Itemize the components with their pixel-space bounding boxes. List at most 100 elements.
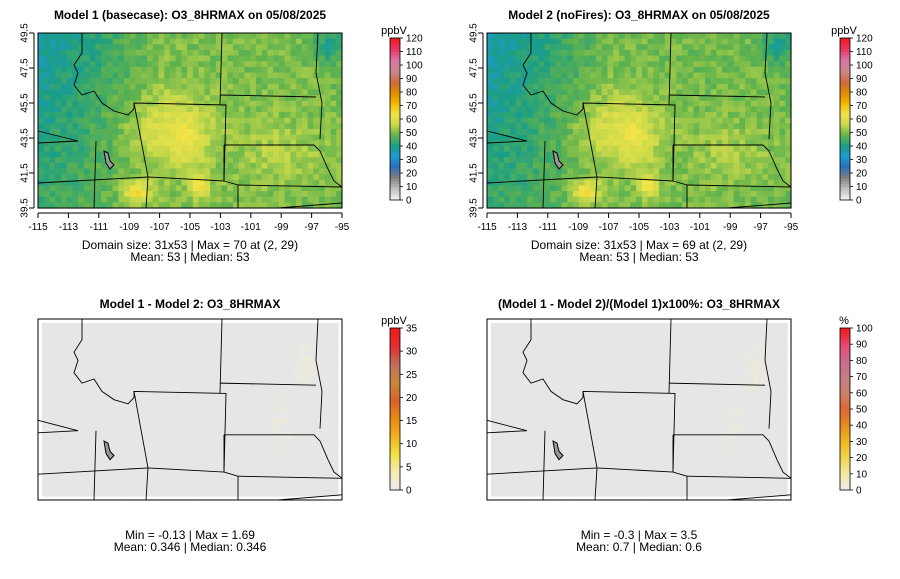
grid-cell	[255, 112, 263, 119]
grid-cell	[307, 112, 314, 119]
grid-cell	[220, 362, 227, 369]
grid-cell	[125, 378, 132, 385]
grid-cell	[49, 100, 56, 107]
grid-cell	[296, 179, 303, 187]
grid-cell	[682, 95, 689, 102]
legend-swatch	[840, 121, 850, 125]
grid-cell	[244, 162, 251, 170]
grid-cell	[745, 157, 752, 164]
grid-cell	[192, 162, 200, 170]
grid-cell	[83, 106, 91, 113]
grid-cell	[164, 123, 171, 130]
grid-cell	[607, 185, 614, 192]
grid-cell	[250, 145, 257, 153]
grid-cell	[255, 95, 263, 102]
grid-cell	[64, 456, 71, 464]
grid-cell	[136, 406, 144, 413]
grid-cell	[244, 66, 251, 74]
grid-cell	[293, 417, 300, 425]
grid-cell	[192, 429, 199, 436]
grid-cell	[278, 123, 286, 130]
grid-cell	[298, 328, 306, 335]
grid-cell	[248, 389, 255, 397]
grid-cell	[136, 445, 144, 452]
grid-cell	[86, 401, 93, 408]
grid-cell	[290, 128, 297, 136]
grid-cell	[226, 339, 233, 346]
grid-cell	[590, 44, 597, 51]
grid-cell	[745, 72, 752, 79]
grid-cell	[487, 38, 494, 45]
grid-cell	[47, 417, 54, 425]
grid-cell	[89, 157, 96, 164]
grid-cell	[276, 406, 283, 413]
grid-cell	[653, 179, 660, 187]
grid-cell	[181, 89, 188, 96]
grid-cell	[710, 196, 718, 203]
grid-cell	[164, 434, 172, 441]
grid-cell	[301, 168, 309, 175]
grid-cell	[487, 66, 494, 74]
grid-cell	[142, 401, 149, 408]
grid-cell	[278, 112, 286, 119]
grid-cell	[498, 145, 505, 153]
grid-cell	[49, 191, 56, 198]
grid-cell	[267, 202, 274, 209]
grid-cell	[567, 106, 574, 113]
grid-cell	[124, 196, 131, 203]
grid-cell	[141, 44, 148, 51]
grid-cell	[181, 451, 188, 458]
grid-cell	[146, 134, 154, 141]
grid-cell	[227, 112, 234, 119]
grid-cell	[209, 395, 216, 402]
grid-cell	[313, 38, 320, 45]
grid-cell	[131, 401, 138, 408]
grid-cell	[727, 168, 735, 175]
grid-cell	[204, 55, 211, 62]
grid-cell	[42, 389, 49, 397]
grid-cell	[72, 123, 79, 130]
grid-cell	[561, 83, 568, 91]
grid-cell	[159, 434, 166, 441]
grid-cell	[148, 334, 155, 341]
grid-cell	[293, 350, 300, 358]
grid-cell	[487, 196, 494, 203]
grid-cell	[55, 157, 62, 164]
grid-cell	[733, 196, 740, 203]
legend-swatch	[390, 167, 400, 171]
grid-cell	[607, 151, 614, 158]
grid-cell	[261, 157, 269, 164]
grid-cell	[170, 412, 177, 419]
grid-cell	[254, 456, 261, 464]
grid-cell	[135, 44, 142, 51]
grid-cell	[78, 83, 85, 91]
grid-cell	[226, 367, 233, 374]
grid-cell	[578, 72, 586, 79]
grid-cell	[550, 72, 557, 79]
grid-cell	[78, 112, 85, 119]
grid-cell	[106, 140, 114, 147]
grid-cell	[114, 429, 121, 436]
grid-cell	[521, 140, 528, 147]
grid-cell	[146, 191, 154, 198]
grid-cell	[49, 145, 56, 153]
grid-cell	[630, 66, 637, 74]
grid-cell	[152, 202, 160, 209]
grid-cell	[779, 95, 786, 102]
grid-cell	[47, 479, 54, 486]
grid-cell	[146, 151, 154, 158]
legend-tick-label: 120	[856, 34, 873, 45]
grid-cell	[267, 89, 274, 96]
grid-cell	[38, 95, 45, 102]
grid-cell	[72, 100, 79, 107]
grid-cell	[176, 462, 183, 469]
grid-cell	[785, 140, 792, 147]
grid-cell	[209, 378, 216, 385]
grid-cell	[164, 362, 172, 369]
grid-cell	[148, 429, 155, 436]
grid-cell	[43, 44, 51, 51]
grid-cell	[159, 367, 166, 374]
grid-cell	[584, 134, 591, 141]
grid-cell	[544, 134, 551, 141]
grid-cell	[135, 83, 142, 91]
